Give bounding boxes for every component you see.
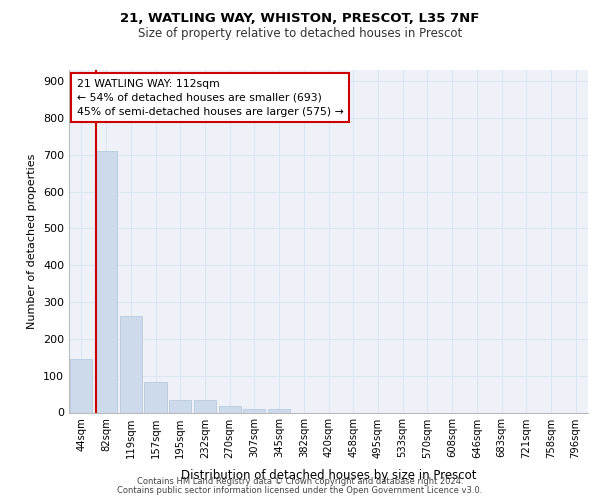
Bar xyxy=(169,400,191,412)
Bar xyxy=(243,409,265,412)
Bar xyxy=(145,382,167,412)
Bar xyxy=(95,151,117,412)
Bar xyxy=(194,400,216,412)
Text: 21 WATLING WAY: 112sqm
← 54% of detached houses are smaller (693)
45% of semi-de: 21 WATLING WAY: 112sqm ← 54% of detached… xyxy=(77,78,344,116)
Text: 21, WATLING WAY, WHISTON, PRESCOT, L35 7NF: 21, WATLING WAY, WHISTON, PRESCOT, L35 7… xyxy=(121,12,479,26)
Text: Contains public sector information licensed under the Open Government Licence v3: Contains public sector information licen… xyxy=(118,486,482,495)
Bar xyxy=(218,406,241,412)
Text: Contains HM Land Registry data © Crown copyright and database right 2024.: Contains HM Land Registry data © Crown c… xyxy=(137,477,463,486)
Bar xyxy=(119,316,142,412)
Bar xyxy=(70,359,92,412)
Y-axis label: Number of detached properties: Number of detached properties xyxy=(28,154,37,329)
Text: Size of property relative to detached houses in Prescot: Size of property relative to detached ho… xyxy=(138,28,462,40)
X-axis label: Distribution of detached houses by size in Prescot: Distribution of detached houses by size … xyxy=(181,469,476,482)
Bar xyxy=(268,409,290,412)
